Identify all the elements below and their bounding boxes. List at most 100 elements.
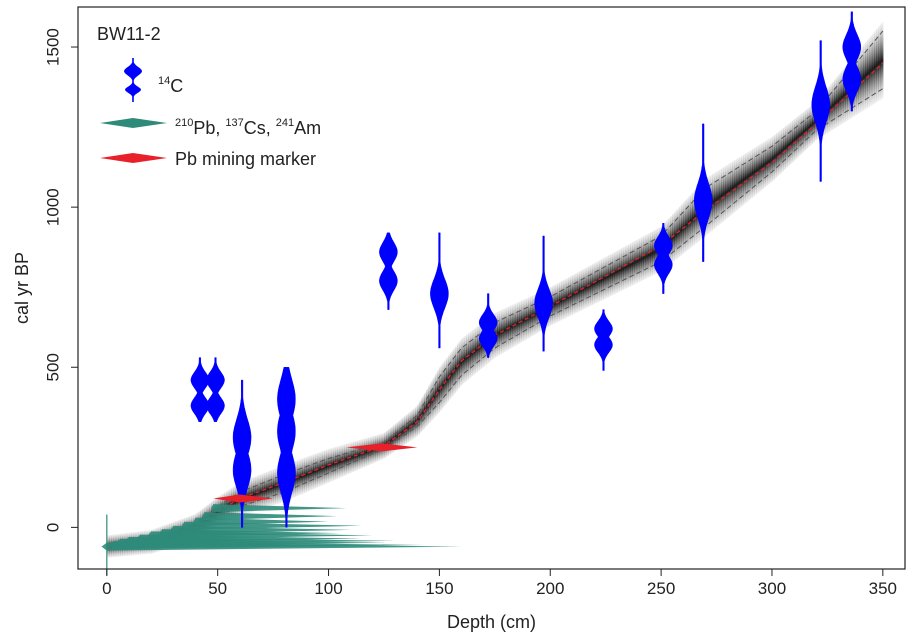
age-model-band-slice	[310, 454, 314, 491]
age-model-band-slice	[738, 156, 742, 209]
age-model-band-slice	[752, 147, 755, 198]
c14-date	[478, 293, 498, 358]
c14-date	[694, 123, 713, 262]
age-model-band-slice	[328, 448, 332, 483]
c14-date	[277, 367, 296, 528]
age-model-band-slice	[747, 150, 751, 202]
c14-date	[811, 40, 830, 182]
age-model-band-slice	[326, 448, 330, 484]
age-model-band-slice	[880, 21, 884, 100]
c14-date	[594, 309, 613, 371]
age-model-band-slice	[346, 443, 350, 475]
legend-pb210-isotope: 210	[175, 117, 193, 129]
age-model-band-slice	[869, 34, 873, 107]
pb210-date	[193, 517, 329, 526]
axes-layer	[77, 6, 906, 570]
age-model-band-slice	[729, 161, 733, 217]
pb210-dates-layer	[101, 504, 462, 576]
age-model-band-slice	[809, 104, 813, 147]
age-model-band-slice	[840, 69, 844, 125]
age-model-band-slice	[253, 476, 256, 512]
age-model-band-slice	[672, 211, 676, 263]
age-model-band-slice	[650, 231, 653, 277]
c14-date	[654, 222, 673, 294]
age-model-band-slice	[876, 26, 879, 103]
age-model-band-slice	[348, 442, 352, 474]
age-model-band-slice	[712, 172, 715, 231]
age-model-band-slice	[250, 477, 254, 513]
age-model-band-slice	[497, 310, 500, 357]
legend-c14-label: 14C	[158, 75, 183, 96]
age-model-band-slice	[344, 443, 347, 476]
age-model-band-slice	[678, 204, 682, 258]
age-model-band-slice	[831, 80, 835, 131]
pb210-date	[202, 512, 338, 521]
age-model-band-slice	[760, 142, 764, 191]
age-model-band-slice	[878, 24, 882, 102]
age-model-band-slice	[350, 441, 354, 473]
legend-pb210-isotope: 241	[276, 117, 294, 129]
age-model-band-slice	[395, 422, 398, 452]
c14-date	[206, 357, 225, 422]
c14-date	[232, 379, 252, 528]
age-model-band-slice	[643, 234, 647, 280]
age-model-band-slice	[736, 157, 740, 211]
age-model-band-slice	[461, 336, 465, 385]
age-model-band-slice	[836, 74, 840, 128]
y-axis-title: cal yr BP	[12, 252, 32, 324]
age-model-band-slice	[754, 146, 758, 197]
y-axis-ticks: 0 500 1000 1500	[43, 28, 78, 532]
age-model-band-slice	[740, 154, 744, 207]
age-model-band-slice	[301, 457, 305, 495]
age-model-band-slice	[647, 232, 651, 278]
age-model-band-slice	[727, 163, 731, 218]
legend-pb210-symbol	[100, 118, 167, 128]
plot-frame	[77, 6, 906, 570]
age-model-band-slice	[257, 474, 261, 511]
x-tick-label: 50	[208, 579, 227, 598]
x-tick-label: 350	[869, 579, 897, 598]
legend-pb210-element: Pb,	[193, 118, 225, 138]
age-model-band-slice	[758, 143, 762, 193]
age-model-band-slice	[749, 149, 753, 200]
age-model-band-slice	[743, 153, 746, 206]
age-model-band-slice	[341, 444, 345, 477]
age-model-band-slice	[319, 451, 323, 487]
legend-pb210-isotope: 137	[225, 117, 243, 129]
y-tick-label: 1000	[43, 188, 62, 226]
age-model-band-slice	[791, 119, 795, 163]
age-model-band-slice	[732, 160, 735, 215]
age-model-band-slice	[339, 445, 343, 478]
age-model-band-slice	[871, 32, 875, 106]
y-tick-label: 0	[43, 523, 62, 532]
age-model-band-slice	[262, 472, 265, 509]
age-model-band-slice	[745, 151, 749, 204]
age-model-band-slice	[641, 236, 644, 281]
age-model-band-slice	[306, 456, 310, 493]
age-model-band-slice	[308, 455, 312, 492]
age-model-band-slice	[674, 209, 678, 261]
x-tick-label: 200	[536, 579, 564, 598]
x-tick-label: 150	[425, 579, 453, 598]
age-model-band-slice	[335, 446, 339, 480]
age-model-band-slice	[725, 164, 729, 220]
x-tick-label: 100	[314, 579, 342, 598]
age-model-band-slice	[446, 355, 449, 404]
age-model-band-slice	[834, 77, 837, 129]
age-model-band-slice	[406, 412, 409, 444]
c14-date	[430, 232, 449, 349]
age-model-band-slice	[867, 37, 871, 108]
pb-mining-marker	[346, 443, 418, 452]
c14-dates-layer	[190, 11, 862, 528]
pb-mining-marker-layer	[213, 443, 418, 503]
age-model-band-slice	[466, 333, 469, 382]
c14-date	[379, 232, 398, 310]
c14-date	[534, 235, 553, 352]
legend: 14C 210Pb, 137Cs, 241Am Pb mining marker	[100, 58, 321, 169]
age-model-band-slice	[862, 42, 866, 111]
age-model-band-slice	[676, 207, 680, 259]
age-model-band-slice	[720, 167, 724, 224]
age-model-band-slice	[248, 478, 252, 514]
